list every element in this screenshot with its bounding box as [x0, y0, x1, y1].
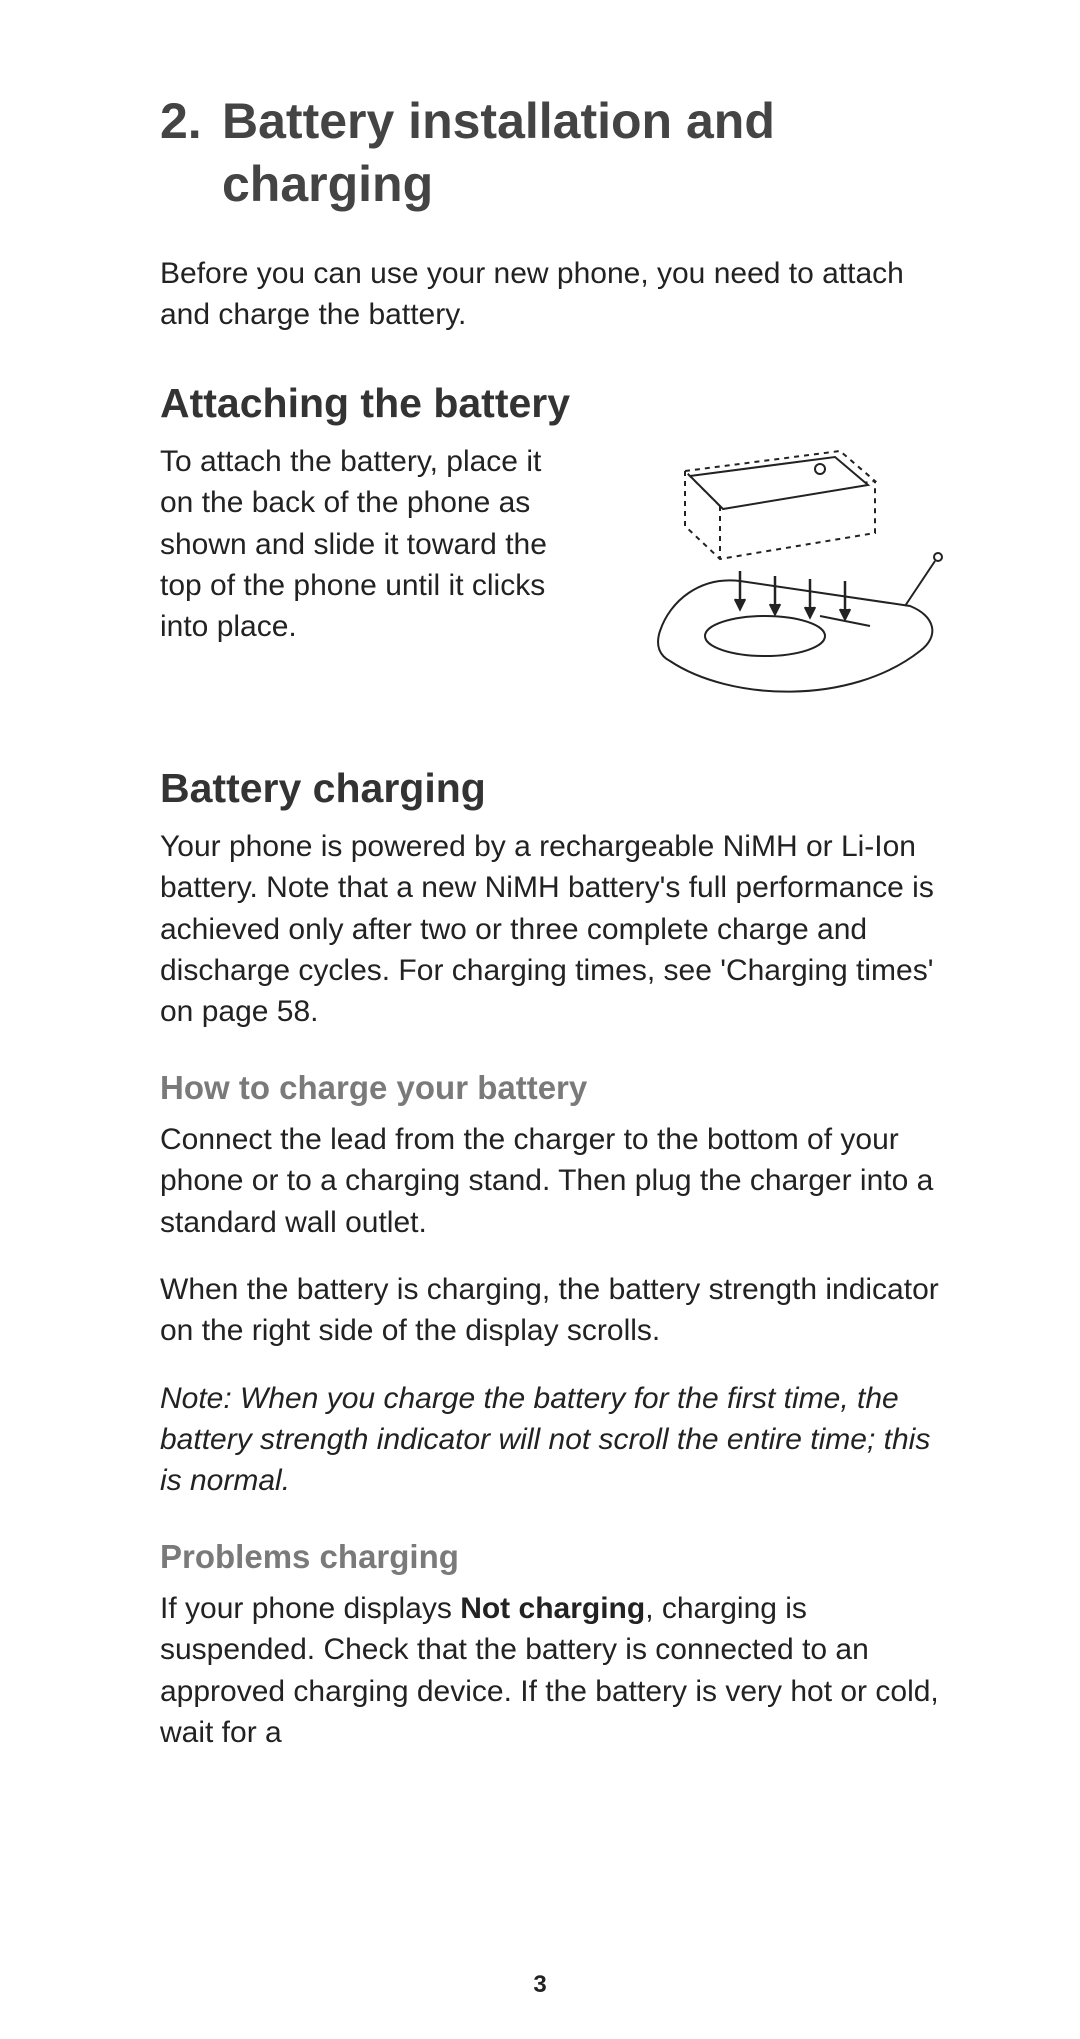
intro-paragraph: Before you can use your new phone, you n… — [160, 253, 950, 336]
section-title-text: Battery installation and charging — [222, 90, 950, 215]
howto-note: Note: When you charge the battery for th… — [160, 1378, 950, 1502]
page-number: 3 — [0, 1971, 1080, 1999]
problems-text-bold: Not charging — [460, 1592, 645, 1625]
battery-illustration — [590, 441, 950, 721]
problems-heading: Problems charging — [160, 1538, 950, 1576]
section-number: 2. — [160, 90, 222, 215]
attaching-text: To attach the battery, place it on the b… — [160, 441, 570, 648]
howto-p1: Connect the lead from the charger to the… — [160, 1119, 950, 1243]
attaching-row: To attach the battery, place it on the b… — [160, 441, 950, 721]
problems-paragraph: If your phone displays Not charging, cha… — [160, 1588, 950, 1754]
manual-page: 2. Battery installation and charging Bef… — [0, 0, 1080, 2039]
problems-text-before: If your phone displays — [160, 1592, 460, 1625]
charging-intro: Your phone is powered by a rechargeable … — [160, 826, 950, 1033]
howto-p2: When the battery is charging, the batter… — [160, 1269, 950, 1352]
attaching-heading: Attaching the battery — [160, 380, 950, 427]
section-title: 2. Battery installation and charging — [160, 90, 950, 215]
howto-heading: How to charge your battery — [160, 1069, 950, 1107]
charging-heading: Battery charging — [160, 765, 950, 812]
